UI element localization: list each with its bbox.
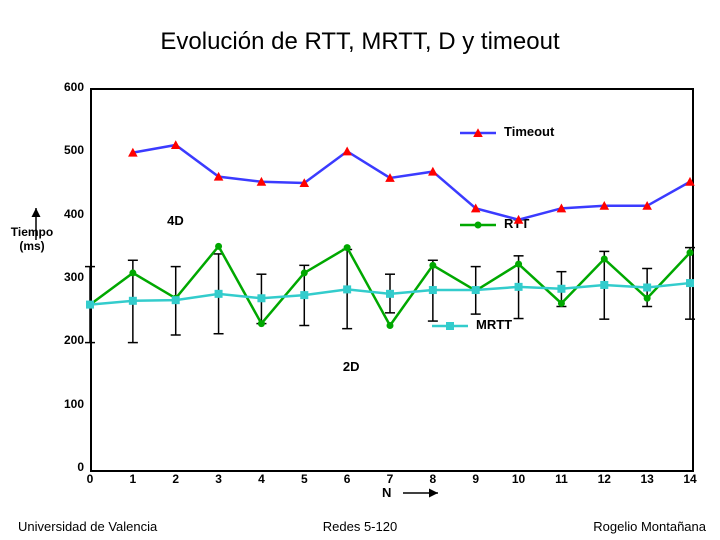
- chart-svg: [0, 0, 720, 540]
